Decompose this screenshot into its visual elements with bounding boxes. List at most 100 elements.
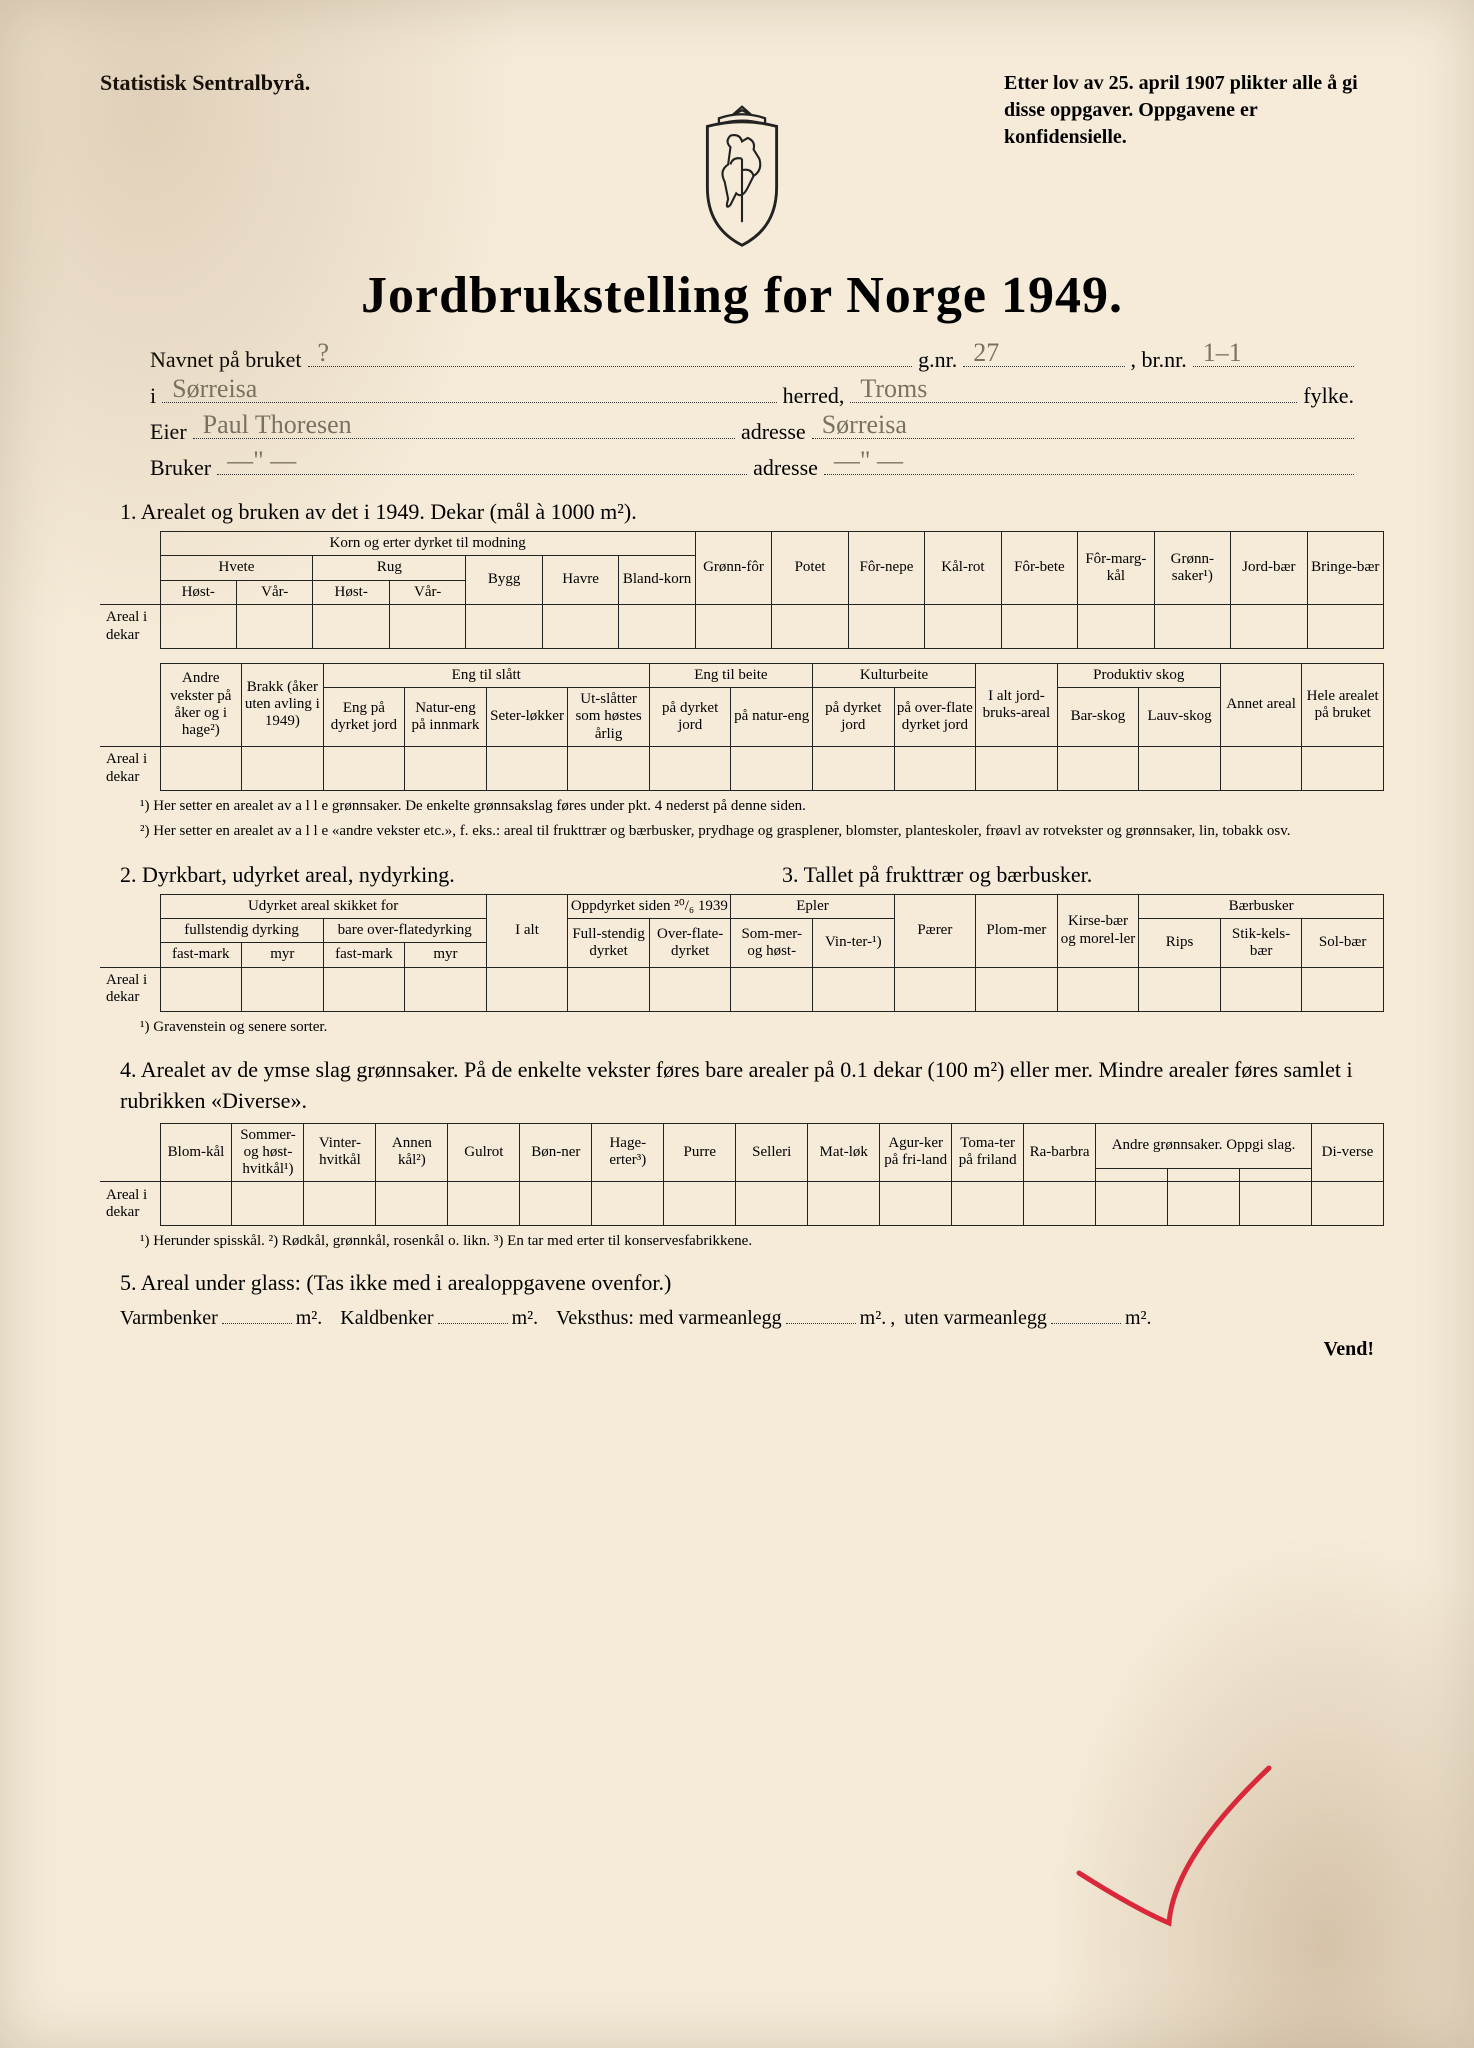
oppdyrket: Oppdyrket siden ²⁰/₆ 1939 [568,894,731,918]
fylke-value: Troms [860,374,927,404]
uten-label: uten varmeanlegg [904,1307,1047,1330]
gnr-label: g.nr. [918,347,957,373]
section-4-table: Blom-kål Sommer- og høst-hvitkål¹) Vinte… [100,1123,1384,1227]
brnr-value: 1–1 [1203,338,1242,368]
footnote-1-2: ²) Her setter en arealet av a l l e «and… [140,822,1384,842]
fastmark-2: fast-mark [323,943,405,967]
annenkal: Annen kål²) [376,1123,448,1182]
section-5-line: Varmbenker m². Kaldbenker m². Veksthus: … [120,1306,1384,1330]
row-label-1a: Areal i dekar [100,604,160,648]
kultur-overflate: på over-flate dyrket jord [894,688,976,747]
over-dyrket: Over-flate-dyrket [649,919,731,968]
eier-value: Paul Thoresen [203,410,352,440]
footnote-4: ¹) Herunder spisskål. ²) Rødkål, grønnkå… [140,1232,1384,1252]
beite-dyrket: på dyrket jord [649,688,731,747]
forbete: Fôr-bete [1001,532,1077,605]
section-3-title: 3. Tallet på frukttrær og bærbusker. [782,862,1384,888]
full-dyrket: Full-stendig dyrket [568,919,650,968]
bare-over: bare over-flatedyrking [323,919,486,943]
rug: Rug [313,556,466,580]
eng-dyrket: Eng på dyrket jord [323,688,405,747]
udyrket: Udyrket areal skikket for [160,894,486,918]
section-2-title: 2. Dyrkbart, udyrket areal, nydyrking. [120,862,722,888]
andre-2 [1168,1169,1240,1182]
rips: Rips [1139,919,1221,968]
footnote-1-1: ¹) Her setter en arealet av a l l e grøn… [140,797,1384,817]
varmbenker-label: Varmbenker [120,1307,218,1330]
eng-slatt: Eng til slått [323,663,649,687]
prod-skog: Produktiv skog [1057,663,1220,687]
seter: Seter-løkker [486,688,568,747]
rug-host: Høst- [313,580,389,604]
beite-natureng: på natur-eng [731,688,813,747]
bonner: Bøn-ner [520,1123,592,1182]
vend-label: Vend! [100,1338,1374,1361]
census-form-page: Statistisk Sentralbyrå. Etter lov av 25.… [0,0,1474,2048]
utslatter: Ut-slåtter som høstes årlig [568,688,650,747]
bruker-value: —" — [227,446,296,476]
m2-4: m². [1125,1307,1152,1330]
hvete: Hvete [160,556,313,580]
potet: Potet [772,532,848,605]
solbaer: Sol-bær [1302,919,1384,968]
myr-1: myr [242,943,324,967]
fullstendig: fullstendig dyrking [160,919,323,943]
plommer: Plom-mer [976,894,1058,967]
eng-beite: Eng til beite [649,663,812,687]
blomkal: Blom-kål [160,1123,232,1182]
korn-group: Korn og erter dyrket til modning [160,532,695,556]
havre: Havre [542,556,618,605]
eier-adresse-value: Sørreisa [822,410,907,440]
ialt: I alt [486,894,568,967]
rug-var: Vår- [389,580,465,604]
eier-adresse-label: adresse [741,419,806,445]
stikkels: Stik-kels-bær [1220,919,1302,968]
gulrot: Gulrot [448,1123,520,1182]
section-1-table-a: Korn og erter dyrket til modning Grønn-f… [100,531,1384,649]
andre-3 [1240,1169,1312,1182]
section-1-title: 1. Arealet og bruken av det i 1949. Deka… [120,499,1384,525]
kultur-dyrket: på dyrket jord [813,688,895,747]
gnr-value: 27 [973,338,999,368]
legal-notice: Etter lov av 25. april 1907 plikter alle… [1004,70,1384,151]
sommer-hvit: Sommer- og høst-hvitkål¹) [232,1123,304,1182]
m2-2: m². [512,1307,539,1330]
hvete-var: Vår- [236,580,312,604]
m2-3: m². [860,1307,887,1330]
section-1-table-b: Andre vekster på åker og i hage²) Brakk … [100,663,1384,791]
kalrot: Kål-rot [925,532,1001,605]
kirse: Kirse-bær og morel-ler [1057,894,1139,967]
form-title: Jordbrukstelling for Norge 1949. [100,266,1384,325]
agency-name: Statistisk Sentralbyrå. [100,70,310,96]
rabarbra: Ra-barbra [1024,1123,1096,1182]
section-2-3-table: Udyrket areal skikket for I alt Oppdyrke… [100,894,1384,1012]
veksthus-label: Veksthus: med varmeanlegg [556,1307,782,1330]
myr-2: myr [405,943,487,967]
fornepe: Fôr-nepe [848,532,924,605]
natureng: Natur-eng på innmark [405,688,487,747]
sommer-host: Som-mer- og høst- [731,919,813,968]
selleri: Selleri [736,1123,808,1182]
agurker: Agur-ker på fri-land [880,1123,952,1182]
gronnsaker: Grønn-saker¹) [1154,532,1230,605]
blandkorn: Bland-korn [619,556,695,605]
navnet-value: ? [318,338,330,368]
kaldbenker-label: Kaldbenker [340,1307,433,1330]
andre-gronn: Andre grønnsaker. Oppgi slag. [1096,1123,1312,1169]
bruker-label: Bruker [150,455,211,481]
fastmark-1: fast-mark [160,943,242,967]
section-4-title: 4. Arealet av de ymse slag grønnsaker. P… [120,1055,1384,1117]
matlok: Mat-løk [808,1123,880,1182]
jordbaer: Jord-bær [1231,532,1307,605]
red-checkmark-icon [1074,1758,1294,1938]
bruker-adresse-value: —" — [834,446,903,476]
paerer: Pærer [894,894,976,967]
ialt-jord: I alt jord-bruks-areal [976,663,1058,746]
bringebaer: Bringe-bær [1307,532,1383,605]
hele-areal: Hele arealet på bruket [1302,663,1384,746]
andre-1 [1096,1169,1168,1182]
barskog: Bar-skog [1057,688,1139,747]
m2-1: m². [296,1307,323,1330]
hageerter: Hage-erter³) [592,1123,664,1182]
diverse: Di-verse [1312,1123,1384,1182]
